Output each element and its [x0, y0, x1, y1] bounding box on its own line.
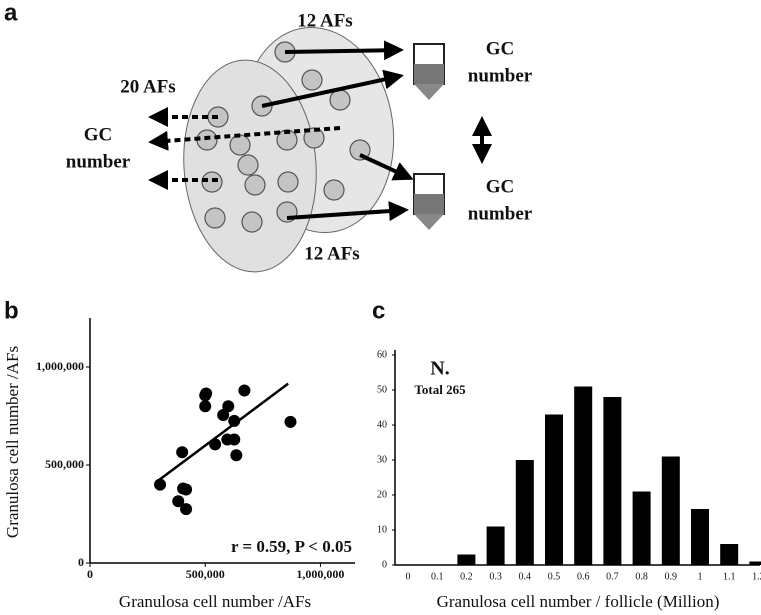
bar [720, 544, 739, 565]
y-tick-label: 20 [377, 489, 387, 500]
panel-label: c [372, 297, 385, 324]
panel-label: a [4, 0, 18, 26]
point [172, 495, 185, 508]
label: GC [84, 124, 113, 145]
x-tick-label: 0.4 [519, 571, 532, 582]
trend-line [156, 382, 289, 483]
bar [486, 526, 505, 565]
bar [545, 414, 563, 565]
bar [749, 561, 761, 565]
arrows [148, 40, 492, 222]
point [230, 449, 243, 462]
x-tick-label: 0.6 [577, 571, 590, 582]
y-tick-label: 1,000,000 [36, 359, 84, 373]
bar [632, 491, 651, 565]
label: GC [486, 176, 515, 197]
x-axis-label: Granulosa cell number /AFs [119, 592, 311, 611]
label: number [468, 65, 533, 86]
annotation: Total 265 [414, 382, 466, 397]
x-tick-label: 1.1 [723, 571, 736, 582]
y-axis-label: Granulosa cell number /AFs [3, 346, 22, 538]
x-tick-label: 0.3 [489, 571, 502, 582]
point [209, 438, 222, 451]
y-tick-label: 30 [377, 454, 387, 465]
point [222, 400, 235, 413]
tubes [413, 43, 445, 230]
label: number [468, 203, 533, 224]
x-tick-label: 1.2 [752, 571, 761, 582]
label: GC [486, 38, 515, 59]
y-tick-label: 500,000 [45, 457, 84, 471]
x-tick-label: 0.9 [665, 571, 678, 582]
point [284, 415, 297, 428]
point [180, 483, 193, 496]
point [199, 400, 212, 413]
x-tick-label: 0.7 [606, 571, 619, 582]
x-tick-label: 1 [698, 571, 703, 582]
point [228, 414, 241, 427]
x-tick-label: 0 [406, 571, 411, 582]
bar [515, 460, 534, 565]
x-tick-label: 0.1 [431, 571, 444, 582]
diagram: a 12 AFs [4, 0, 533, 273]
x-tick-label: 500,000 [186, 567, 225, 581]
y-tick-label: 60 [377, 349, 387, 360]
point [154, 478, 167, 491]
bar [603, 397, 622, 565]
label: 12 AFs [304, 243, 359, 264]
point [228, 433, 241, 446]
x-tick-label: 0.2 [460, 571, 473, 582]
x-tick-label: 1,000,000 [296, 567, 344, 581]
point [176, 446, 189, 459]
y-tick-label: 40 [377, 419, 387, 430]
point [217, 409, 230, 422]
label: number [66, 151, 131, 172]
x-tick-label: 0 [87, 567, 93, 581]
panel-label: b [4, 297, 19, 324]
point [238, 384, 251, 397]
label: 12 AFs [297, 10, 352, 31]
y-tick-label: 0 [78, 555, 84, 569]
bar [574, 386, 593, 565]
y-tick-label: 0 [382, 559, 387, 570]
bar [457, 554, 476, 565]
x-axis-label: Granulosa cell number / follicle (Millio… [437, 592, 720, 611]
point [200, 387, 213, 400]
label: 20 AFs [120, 76, 175, 97]
y-tick-label: 50 [377, 384, 387, 395]
bar [661, 456, 680, 565]
y-tick-label: 10 [377, 524, 387, 535]
x-tick-label: 0.5 [548, 571, 561, 582]
annotation: r = 0.59, P < 0.05 [231, 537, 352, 556]
point [180, 503, 193, 516]
bar [691, 509, 709, 565]
x-tick-label: 0.8 [635, 571, 648, 582]
annotation: N. [430, 358, 449, 380]
